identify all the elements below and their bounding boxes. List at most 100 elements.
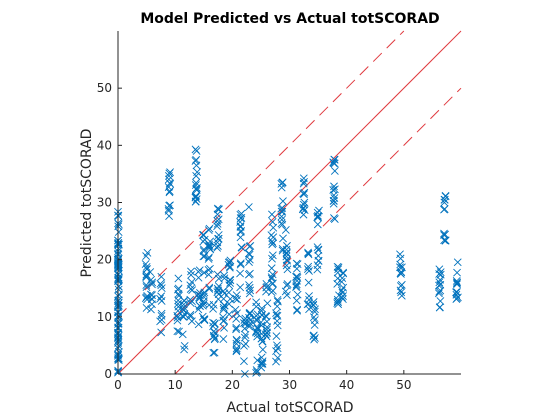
data-point bbox=[236, 214, 245, 223]
data-point bbox=[252, 302, 261, 311]
data-point bbox=[246, 242, 255, 250]
data-point bbox=[452, 295, 461, 304]
data-point bbox=[213, 210, 222, 219]
data-point bbox=[186, 312, 195, 321]
data-point bbox=[142, 273, 151, 282]
data-point bbox=[205, 284, 214, 293]
data-point bbox=[268, 240, 277, 249]
data-point bbox=[452, 288, 460, 297]
data-point bbox=[309, 301, 318, 310]
data-point bbox=[300, 177, 308, 186]
data-point bbox=[333, 299, 342, 308]
x-axis-label: Actual totSCORAD bbox=[226, 400, 353, 416]
data-point bbox=[219, 335, 228, 343]
data-point bbox=[283, 291, 291, 300]
data-point bbox=[157, 272, 166, 281]
data-point bbox=[226, 276, 235, 285]
data-point bbox=[236, 260, 245, 269]
data-point bbox=[453, 278, 462, 287]
data-point bbox=[225, 299, 233, 308]
data-point bbox=[236, 283, 245, 292]
data-point bbox=[303, 265, 312, 274]
data-point bbox=[293, 290, 302, 299]
data-point bbox=[298, 205, 307, 214]
data-point bbox=[186, 310, 195, 319]
data-point bbox=[187, 271, 195, 279]
data-point bbox=[240, 341, 248, 350]
data-point bbox=[273, 344, 282, 353]
data-point bbox=[311, 305, 319, 314]
data-point bbox=[257, 321, 266, 330]
data-point bbox=[240, 357, 248, 366]
data-point bbox=[339, 283, 348, 292]
data-point bbox=[232, 336, 241, 345]
data-point bbox=[200, 268, 209, 277]
data-point bbox=[205, 253, 213, 262]
data-point bbox=[164, 171, 173, 180]
data-point bbox=[292, 280, 301, 289]
data-point bbox=[204, 254, 213, 263]
data-point bbox=[205, 240, 214, 249]
data-point bbox=[300, 190, 308, 199]
y-tick-label: 40 bbox=[97, 138, 112, 152]
data-point bbox=[187, 317, 196, 326]
data-point bbox=[258, 345, 267, 354]
data-point bbox=[205, 224, 214, 233]
data-point bbox=[329, 199, 338, 208]
data-point bbox=[268, 280, 277, 288]
chart-title: Model Predicted vs Actual totSCORAD bbox=[140, 11, 439, 27]
data-point bbox=[210, 335, 219, 344]
data-point bbox=[191, 197, 200, 206]
data-point bbox=[237, 243, 246, 252]
data-point bbox=[397, 291, 406, 300]
data-point bbox=[304, 262, 313, 271]
data-point bbox=[187, 297, 196, 306]
data-point bbox=[219, 303, 228, 312]
identity-line bbox=[117, 30, 462, 375]
data-point bbox=[292, 259, 301, 268]
data-point bbox=[293, 276, 301, 285]
data-point bbox=[313, 220, 322, 229]
data-point bbox=[262, 325, 271, 334]
x-tick-label: 10 bbox=[168, 378, 183, 392]
x-tick-label: 50 bbox=[396, 378, 411, 392]
data-point bbox=[142, 263, 151, 271]
data-point bbox=[305, 292, 313, 300]
data-point bbox=[204, 226, 213, 235]
data-point bbox=[267, 288, 276, 297]
data-point bbox=[313, 213, 322, 221]
data-point bbox=[262, 283, 271, 292]
data-point bbox=[210, 329, 219, 337]
data-point bbox=[146, 268, 155, 276]
data-point bbox=[245, 322, 254, 331]
data-point bbox=[157, 309, 166, 318]
data-point bbox=[310, 307, 319, 316]
data-point bbox=[245, 250, 254, 259]
data-point bbox=[245, 281, 253, 289]
data-point bbox=[178, 330, 187, 339]
data-point bbox=[263, 299, 272, 308]
data-point bbox=[205, 283, 214, 292]
data-point bbox=[434, 289, 443, 298]
data-point bbox=[440, 198, 449, 207]
data-point bbox=[453, 268, 461, 277]
data-point bbox=[338, 274, 347, 283]
data-point bbox=[282, 245, 291, 254]
data-point bbox=[213, 204, 222, 213]
data-point bbox=[200, 315, 209, 324]
data-point bbox=[224, 288, 233, 297]
data-point bbox=[283, 256, 291, 265]
data-point bbox=[209, 348, 218, 357]
data-point bbox=[173, 327, 182, 336]
data-point bbox=[305, 295, 313, 304]
data-point bbox=[330, 159, 339, 168]
data-point bbox=[209, 300, 218, 309]
data-point bbox=[330, 215, 339, 224]
x-tick-label: 0 bbox=[114, 378, 122, 392]
data-point bbox=[436, 297, 445, 305]
data-point bbox=[192, 178, 201, 187]
data-point bbox=[225, 310, 234, 319]
data-point bbox=[281, 225, 290, 234]
data-point bbox=[273, 353, 282, 362]
data-point bbox=[220, 301, 229, 310]
